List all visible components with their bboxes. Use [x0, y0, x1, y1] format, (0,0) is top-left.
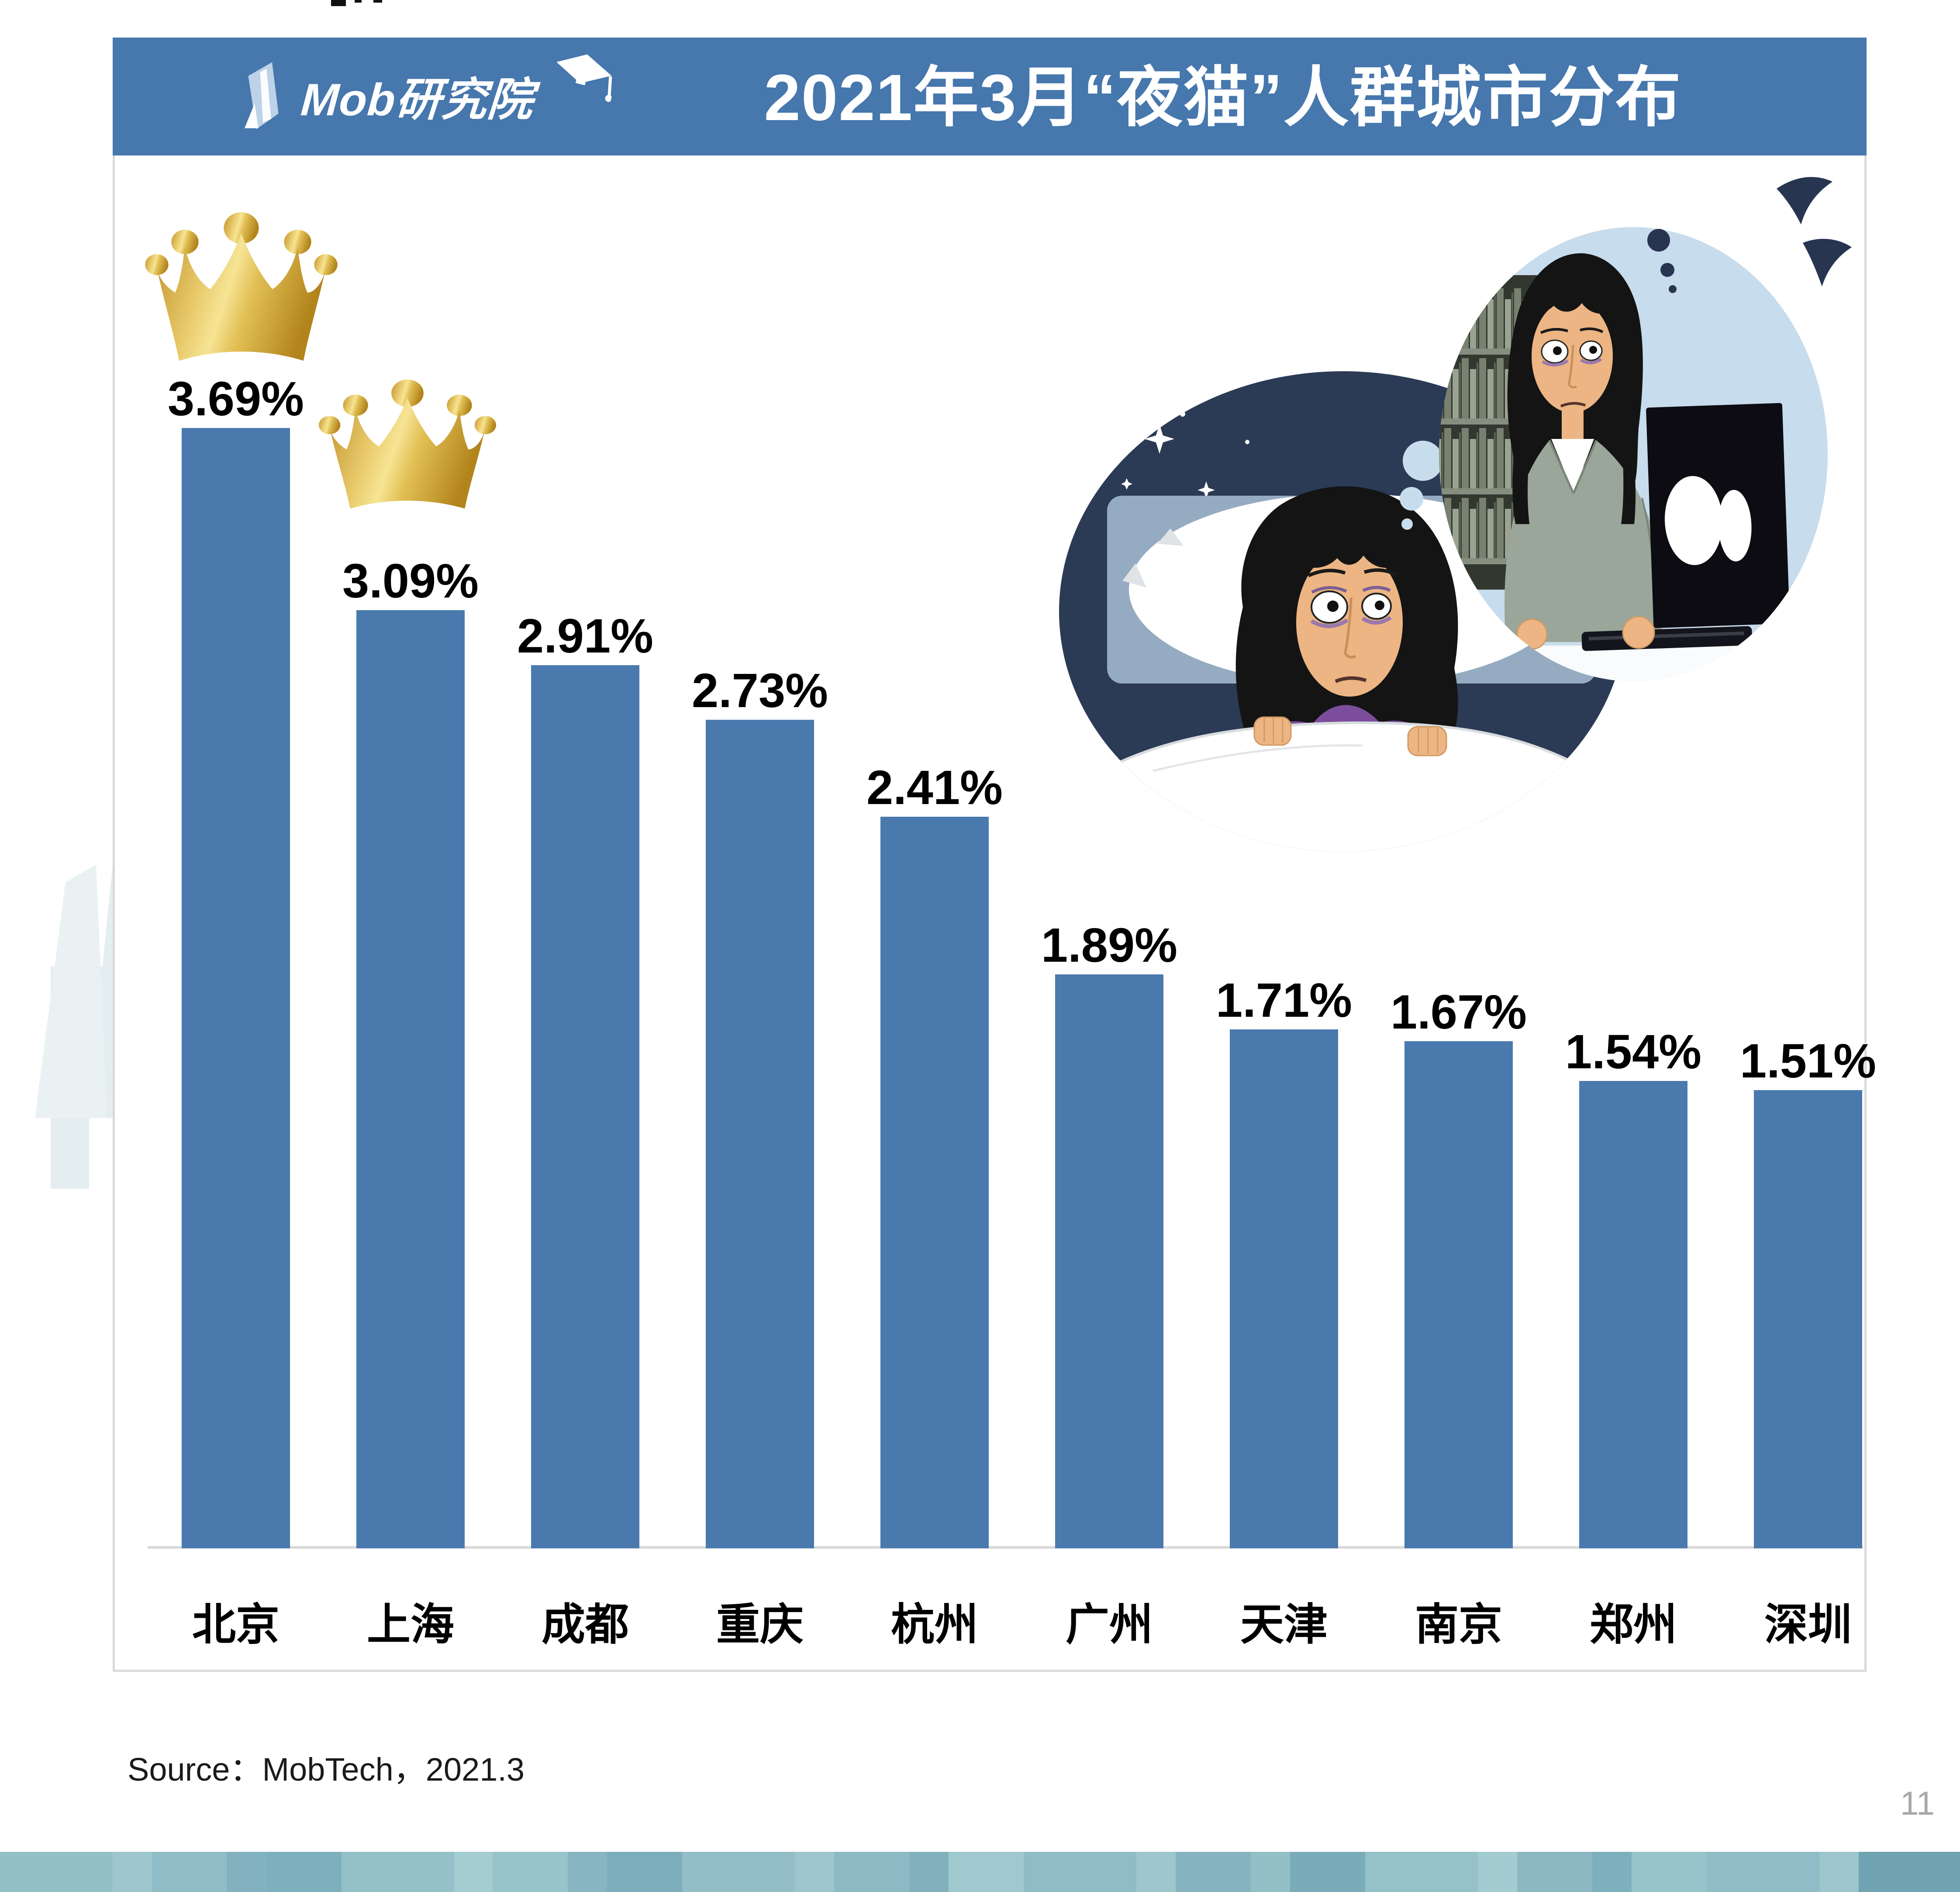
bar [1404, 1041, 1513, 1548]
star-icon [1145, 424, 1174, 454]
gold-crown-rank2-icon [319, 379, 496, 509]
strip-segment [1819, 1852, 1859, 1892]
bar [1230, 1029, 1338, 1548]
bar-category-label: 上海 [367, 1600, 454, 1649]
bar [1579, 1081, 1687, 1548]
bar-category-label: 成都 [542, 1600, 629, 1649]
bar [880, 817, 989, 1548]
cropped-glyph-fragment [355, 0, 362, 3]
strip-segment [493, 1852, 568, 1892]
strip-segment [152, 1852, 227, 1892]
bar-value-label: 2.73% [692, 664, 828, 718]
bar-value-label: 2.41% [866, 761, 1003, 815]
strip-segment [1592, 1852, 1632, 1892]
strip-segment [1136, 1852, 1176, 1892]
strip-segment [342, 1852, 454, 1892]
bar-value-label: 1.54% [1565, 1025, 1701, 1079]
bar [706, 720, 814, 1548]
strip-segment [1859, 1852, 1960, 1892]
bar-value-label: 1.89% [1041, 918, 1177, 972]
bar [1754, 1090, 1862, 1548]
strip-segment [0, 1852, 113, 1892]
decorative-bottom-strip [0, 1852, 1960, 1892]
strip-segment [795, 1852, 834, 1892]
computer-monitor [1646, 403, 1790, 652]
bar-category-label: 郑州 [1590, 1600, 1677, 1649]
bar-value-label: 1.51% [1740, 1034, 1876, 1088]
x-axis-line [148, 1546, 1863, 1549]
card-header-bar [113, 38, 1867, 155]
strip-segment [834, 1852, 909, 1892]
gold-crown-rank1-icon [145, 212, 338, 361]
strip-segment [1290, 1852, 1365, 1892]
mob-research-logo: Mob研究院 [232, 56, 535, 135]
bar-value-label: 1.71% [1216, 974, 1352, 1027]
bar-category-label: 深圳 [1764, 1600, 1852, 1649]
bar [356, 610, 465, 1548]
strip-segment [1517, 1852, 1592, 1892]
logo-brand-text: Mob研究院 [299, 74, 535, 125]
star-icon [1197, 481, 1215, 499]
bar-category-label: 天津 [1240, 1600, 1328, 1649]
strip-segment [227, 1852, 266, 1892]
blazer [1504, 440, 1662, 642]
dark-trail-mark [1660, 263, 1674, 277]
bar [182, 428, 290, 1548]
strip-segment [266, 1852, 342, 1892]
strip-segment [1707, 1852, 1819, 1892]
bar-category-label: 南京 [1415, 1600, 1502, 1649]
strip-segment [1632, 1852, 1707, 1892]
thought-bubble-trail [1403, 441, 1443, 481]
dark-trail-mark [1647, 229, 1670, 252]
cropped-glyph-fragment [373, 0, 382, 3]
strip-segment [1365, 1852, 1478, 1892]
strip-segment [454, 1852, 493, 1892]
thought-bubble-trail [1401, 518, 1413, 530]
strip-segment [607, 1852, 682, 1892]
source-text: Source：MobTech，2021.3 [128, 1751, 525, 1788]
strip-segment [682, 1852, 795, 1892]
dream-right-hand [1622, 616, 1655, 649]
bar-value-label: 2.91% [517, 609, 653, 663]
page-title: 2021年3月“夜猫”人群城市分布 [764, 61, 1682, 134]
strip-segment [113, 1852, 152, 1892]
strip-segment [949, 1852, 1024, 1892]
bar-category-label: 重庆 [716, 1600, 804, 1649]
wing-mark [1803, 238, 1852, 287]
bar-category-label: 北京 [192, 1600, 280, 1649]
bar-category-label: 广州 [1066, 1600, 1153, 1649]
insomnia-illustration [1059, 177, 1852, 852]
strip-segment [1478, 1852, 1517, 1892]
thought-bubble-trail [1400, 487, 1423, 511]
bar-value-label: 3.09% [342, 554, 479, 608]
strip-segment [909, 1852, 949, 1892]
graduation-cap-icon [556, 54, 612, 102]
star-icon [1121, 478, 1132, 490]
bar-value-label: 1.67% [1391, 985, 1527, 1039]
bar [531, 665, 639, 1548]
bar-value-label: 3.69% [168, 372, 304, 426]
strip-segment [1251, 1852, 1290, 1892]
bar [1055, 974, 1163, 1548]
page-number: 11 [1900, 1785, 1935, 1822]
cropped-glyph-fragment [331, 0, 346, 6]
wing-mark [1777, 177, 1832, 224]
left-hand [1253, 716, 1292, 746]
strip-segment [1176, 1852, 1251, 1892]
building-icon [245, 62, 279, 129]
strip-segment [1024, 1852, 1136, 1892]
bar-category-label: 杭州 [891, 1600, 978, 1649]
dark-trail-mark [1669, 285, 1677, 293]
strip-segment [568, 1852, 607, 1892]
right-hand [1407, 726, 1447, 756]
